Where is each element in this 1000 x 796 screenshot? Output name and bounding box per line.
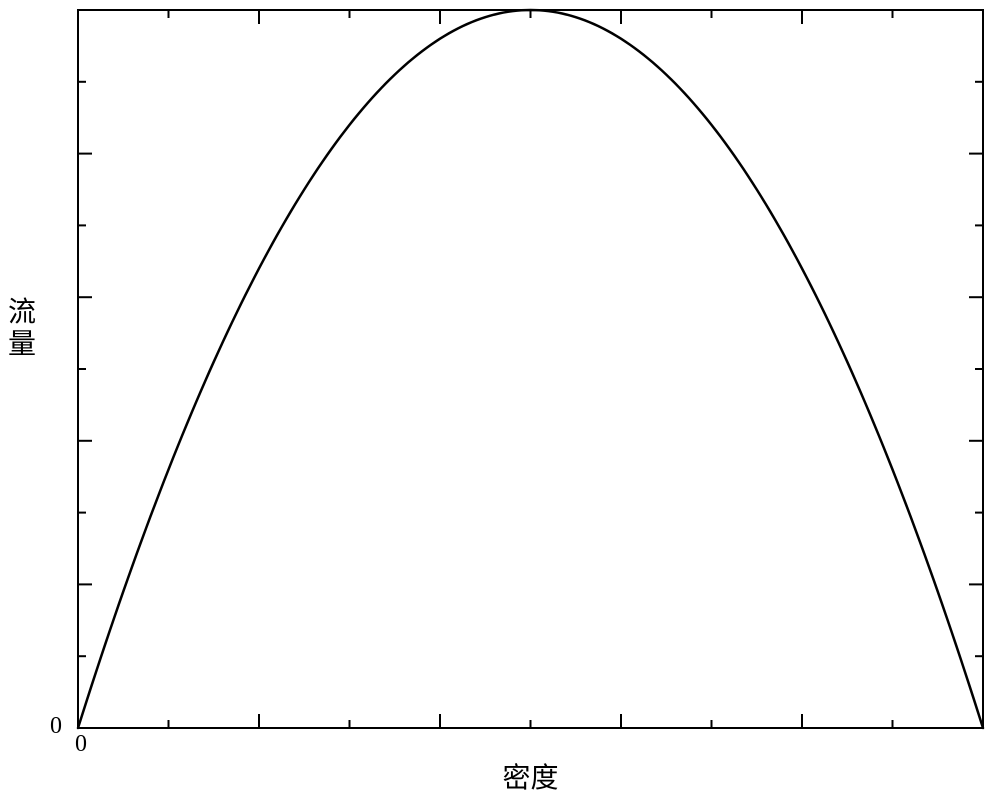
x-axis-label: 密度 [503,756,559,796]
chart-svg [0,0,1000,794]
y-axis-tick-label-0: 0 [50,713,62,740]
y-axis-label: 流量 [8,297,36,361]
x-axis-tick-label-0: 0 [75,731,87,758]
chart-container: 流量 密度 0 0 [0,0,1000,794]
